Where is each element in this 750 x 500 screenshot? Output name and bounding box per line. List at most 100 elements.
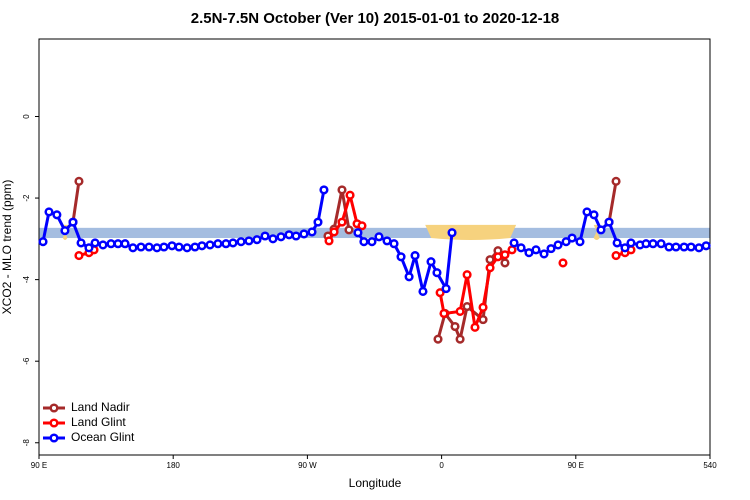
data-point (276, 232, 286, 242)
data-point (539, 249, 549, 259)
data-point (604, 217, 614, 227)
x-tick-label: 540 (703, 461, 717, 470)
data-point (418, 286, 428, 297)
data-point (205, 240, 215, 250)
legend-label: Land Nadir (71, 400, 130, 414)
data-point (500, 250, 510, 260)
data-point (60, 226, 70, 236)
data-point (455, 334, 465, 344)
data-point (664, 242, 674, 252)
data-point (357, 221, 367, 231)
data-point (462, 301, 472, 312)
data-point (531, 245, 541, 255)
data-point (291, 231, 301, 241)
data-point (120, 239, 130, 249)
data-point (353, 228, 363, 238)
data-point (68, 217, 78, 227)
data-point (507, 245, 517, 255)
highlight (593, 224, 600, 241)
data-point (228, 238, 238, 248)
data-point (485, 255, 495, 265)
data-point (441, 284, 451, 294)
data-point (382, 236, 392, 246)
data-point (182, 243, 192, 253)
x-tick-label: 90 W (298, 461, 317, 470)
data-point (98, 240, 108, 250)
legend-marker (49, 403, 59, 413)
band (39, 227, 710, 239)
data-point (299, 229, 309, 239)
data-point (432, 268, 442, 278)
data-point (589, 210, 599, 220)
data-point (213, 239, 223, 249)
data-point (679, 242, 689, 252)
data-point (344, 225, 354, 235)
data-point (84, 243, 94, 253)
data-point (359, 237, 369, 247)
y-tick-label: -8 (22, 439, 31, 447)
series-line (71, 181, 618, 341)
data-point (337, 217, 347, 227)
data-point (74, 251, 84, 261)
legend-label: Ocean Glint (71, 430, 135, 444)
x-tick-label: 90 E (568, 461, 584, 470)
data-point (410, 251, 420, 261)
data-point (319, 185, 329, 195)
data-point (367, 237, 377, 247)
legend-marker (49, 418, 59, 428)
data-point (190, 242, 200, 252)
data-point (620, 243, 630, 253)
data-point (174, 242, 184, 252)
data-point (485, 263, 495, 273)
data-point (374, 232, 384, 242)
data-point (90, 238, 100, 248)
data-point (244, 236, 254, 246)
y-axis-label: XCO2 - MLO trend (ppm) (0, 180, 14, 315)
data-point (470, 322, 480, 332)
data-point (567, 233, 577, 243)
data-point (641, 239, 651, 249)
y-tick-label: -4 (22, 276, 31, 284)
data-point (478, 302, 488, 312)
data-point (389, 239, 399, 249)
data-point (694, 243, 704, 253)
data-point (268, 234, 278, 244)
data-point (74, 176, 84, 186)
data-point (52, 210, 62, 220)
data-point (450, 321, 460, 332)
data-point (493, 252, 503, 262)
data-point (516, 243, 526, 253)
highlight (425, 224, 517, 241)
data-point (656, 239, 666, 249)
x-tick-label: 0 (439, 461, 444, 470)
data-point (611, 251, 621, 261)
data-point (396, 252, 406, 262)
legend-label: Land Glint (71, 415, 126, 429)
data-point (236, 237, 246, 247)
data-point (686, 242, 696, 252)
data-point (433, 334, 443, 344)
data-point (337, 185, 347, 195)
x-tick-label: 90 E (31, 461, 47, 470)
data-point (113, 239, 123, 249)
data-point (462, 270, 472, 280)
data-point (478, 315, 488, 325)
data-point (313, 217, 323, 227)
data-point (546, 244, 556, 254)
data-point (221, 239, 231, 249)
data-point (106, 239, 116, 249)
data-point (260, 231, 270, 241)
x-axis-label: Longitude (349, 476, 402, 490)
data-point (553, 240, 563, 250)
data-point (144, 242, 154, 252)
data-point (439, 308, 449, 319)
y-tick-label: -6 (22, 357, 31, 365)
data-point (612, 238, 622, 248)
data-point (648, 239, 658, 249)
data-point (455, 306, 465, 316)
data-point (324, 236, 334, 246)
data-point (167, 241, 177, 251)
data-point (524, 248, 534, 258)
data-point (500, 258, 510, 268)
